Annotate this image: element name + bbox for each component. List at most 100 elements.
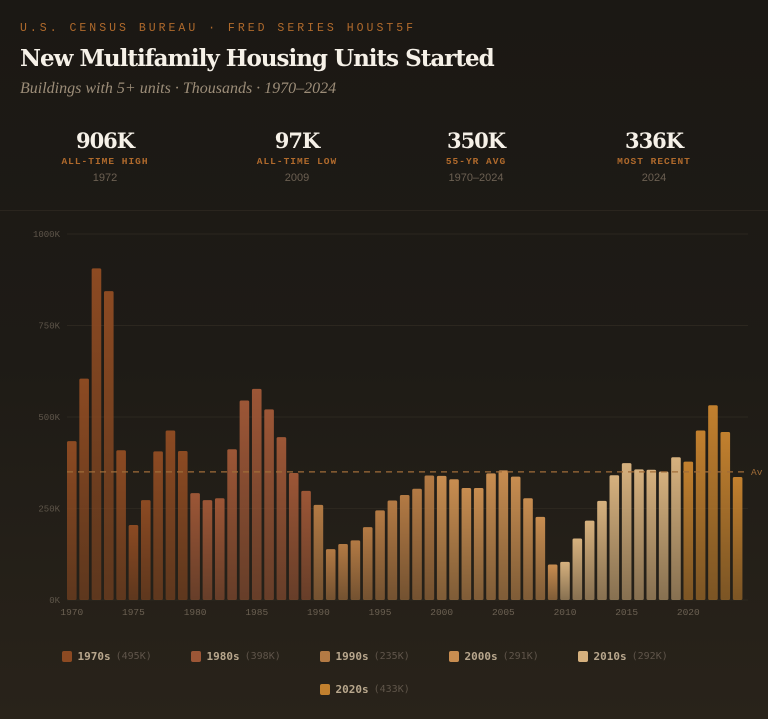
page-subtitle: Buildings with 5+ units · Thousands · 19… xyxy=(20,80,337,97)
y-tick-label: 500K xyxy=(38,413,60,423)
x-tick-label: 2015 xyxy=(615,607,638,618)
bar-2015 xyxy=(621,463,632,600)
stat-sub: 2009 xyxy=(284,172,310,184)
bar-2004 xyxy=(486,473,496,600)
bar-2010 xyxy=(560,561,570,600)
bar-2022 xyxy=(708,405,718,600)
bar-2020 xyxy=(683,461,694,600)
legend-avg: (433K) xyxy=(373,684,410,695)
bar-1975 xyxy=(128,524,139,600)
stat-label: 55-YR AVG xyxy=(445,156,507,167)
bar-1989 xyxy=(301,490,311,600)
bar-1999 xyxy=(424,475,435,600)
bar-2012 xyxy=(584,520,595,600)
bar-2005 xyxy=(498,470,509,600)
bar-2023 xyxy=(720,432,731,600)
page-title: New Multifamily Housing Units Started xyxy=(20,45,495,72)
bar-2018 xyxy=(658,471,669,600)
bar-1973 xyxy=(103,291,114,600)
legend-item-2010s: 2010s (292K) xyxy=(577,650,707,663)
bar-1987 xyxy=(276,437,287,600)
bar-2003 xyxy=(473,488,484,600)
bar-2019 xyxy=(671,457,681,600)
legend-label: 2010s xyxy=(593,650,627,663)
bar-1985 xyxy=(251,388,262,600)
x-tick-label: 1980 xyxy=(184,607,207,618)
bar-1981 xyxy=(202,500,213,600)
legend-label: 1970s xyxy=(77,650,111,663)
source-kicker: U.S. CENSUS BUREAU · FRED SERIES HOUST5F xyxy=(20,22,417,35)
bar-1991 xyxy=(325,549,336,600)
bar-2024 xyxy=(732,477,743,600)
stat-all-time-high: 906K ALL-TIME HIGH 1972 xyxy=(15,128,195,184)
bar-1983 xyxy=(227,449,237,600)
bar-2008 xyxy=(535,516,546,600)
bar-1970 xyxy=(67,441,77,600)
stat-most-recent: 336K MOST RECENT 2024 xyxy=(564,128,744,184)
stat-label: ALL-TIME LOW xyxy=(256,156,338,167)
stat-value: 906K xyxy=(75,128,135,153)
bar-2016 xyxy=(634,469,644,600)
bar-1984 xyxy=(239,400,250,600)
x-tick-label: 2000 xyxy=(430,607,453,618)
legend-label: 1980s xyxy=(206,650,240,663)
x-tick-label: 2010 xyxy=(554,607,577,618)
stat-sub: 1972 xyxy=(92,172,118,184)
stat-label: MOST RECENT xyxy=(617,156,691,167)
y-tick-label: 250K xyxy=(38,505,60,515)
bar-2011 xyxy=(572,538,583,600)
bar-1980 xyxy=(190,493,200,600)
legend-swatch xyxy=(319,684,330,695)
bar-chart: 0K 250K 500K 750K 1000K 1970 1975 1980 1985 1990 1… xyxy=(33,230,763,618)
legend-avg: (398K) xyxy=(244,651,281,662)
y-tick-label: 750K xyxy=(38,322,60,332)
bar-1986 xyxy=(264,409,274,600)
stat-label: ALL-TIME HIGH xyxy=(61,156,149,167)
legend-item-1970s: 1970s (495K) xyxy=(61,650,191,663)
bar-2009 xyxy=(547,564,558,600)
x-tick-label: 1990 xyxy=(307,607,330,618)
bar-2017 xyxy=(646,469,657,600)
bar-1995 xyxy=(375,510,385,600)
stat-sub: 2024 xyxy=(641,172,667,184)
legend-avg: (292K) xyxy=(631,651,668,662)
bar-2021 xyxy=(695,430,706,600)
bar-1990 xyxy=(313,504,324,600)
legend-swatch xyxy=(577,651,588,662)
stat-all-time-low: 97K ALL-TIME LOW 2009 xyxy=(207,128,387,184)
legend-item-2000s: 2000s (291K) xyxy=(448,650,578,663)
y-tick-label: 0K xyxy=(49,596,60,606)
x-tick-label: 1975 xyxy=(122,607,145,618)
x-tick-label: 2020 xyxy=(677,607,700,618)
x-tick-label: 1995 xyxy=(369,607,392,618)
bar-2000 xyxy=(436,475,447,600)
stat-value: 350K xyxy=(446,128,506,153)
bar-1982 xyxy=(214,498,225,600)
x-tick-label: 2005 xyxy=(492,607,515,618)
bar-2006 xyxy=(510,476,521,600)
legend-item-1990s: 1990s (235K) xyxy=(319,650,449,663)
legend-label: 2020s xyxy=(335,683,369,696)
legend: 1970s (495K) 1980s (398K) 1990s (235K) 2000s (2… xyxy=(0,650,768,716)
bar-1993 xyxy=(350,540,361,600)
bar-1978 xyxy=(165,430,176,600)
legend-label: 2000s xyxy=(464,650,498,663)
stat-value: 336K xyxy=(624,128,684,153)
legend-swatch xyxy=(319,651,330,662)
legend-item-2020s: 2020s (433K) xyxy=(319,683,449,696)
bar-1992 xyxy=(338,544,348,600)
legend-avg: (495K) xyxy=(115,651,152,662)
bar-1979 xyxy=(177,451,188,600)
stat-value: 97K xyxy=(274,128,320,153)
bar-1994 xyxy=(362,527,373,600)
bar-1976 xyxy=(140,500,151,600)
divider xyxy=(0,210,768,211)
stat-sub: 1970–2024 xyxy=(448,172,504,184)
bar-2013 xyxy=(597,500,607,600)
bar-1997 xyxy=(399,494,410,600)
y-tick-label: 1000K xyxy=(33,230,61,240)
bar-2001 xyxy=(449,479,459,600)
bar-1977 xyxy=(153,451,163,600)
bar-2002 xyxy=(461,488,472,600)
x-tick-label: 1970 xyxy=(60,607,83,618)
